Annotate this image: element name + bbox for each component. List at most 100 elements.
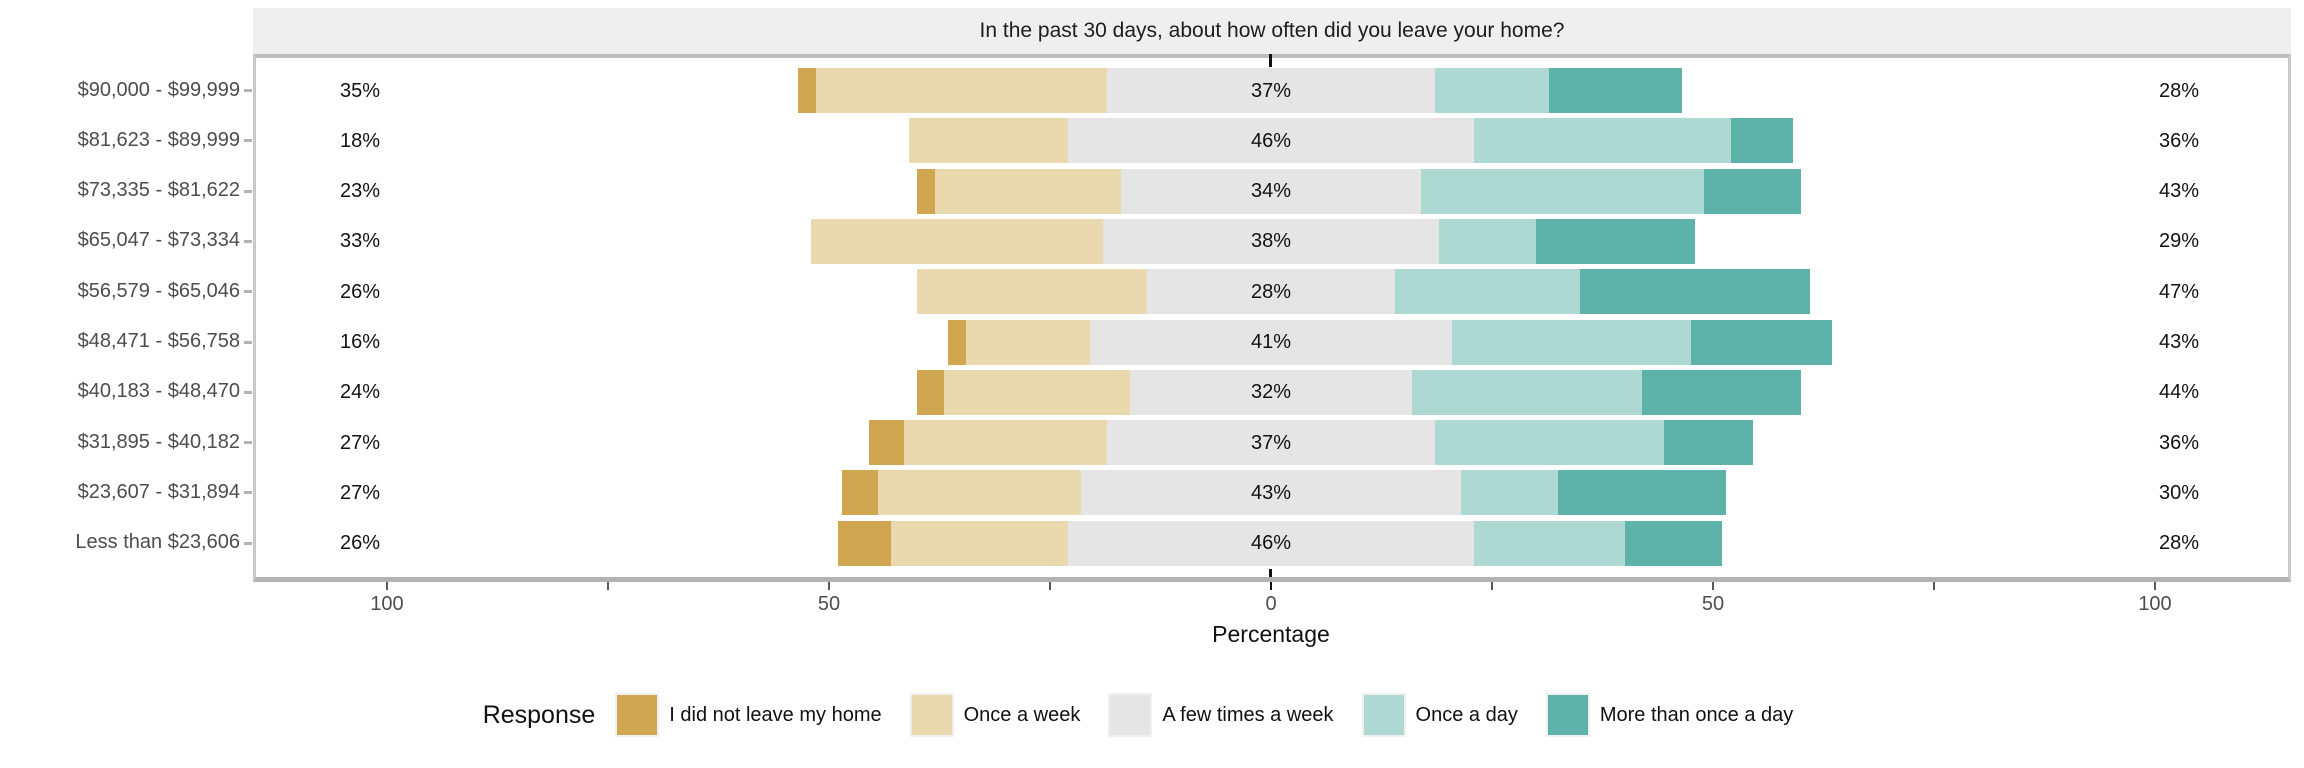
bar-segment-once-a-day — [1452, 319, 1691, 365]
legend: Response I did not leave my home Once a w… — [0, 688, 2304, 742]
bar-segment-once-a-day — [1474, 520, 1625, 566]
center-percent-label: 46% — [1250, 129, 1292, 152]
legend-key-once-a-day — [1361, 693, 1406, 737]
plot-panel: 35% 37% 28% 18% 46% 36% 23% 34% 43% 33% 38% 29% 26% 2… — [253, 54, 2291, 582]
left-percent-label: 23% — [339, 180, 381, 203]
bar-segment-more-than-once-a-day — [1730, 118, 1793, 164]
x-axis-tick-label: 50 — [817, 593, 841, 615]
center-percent-label: 34% — [1250, 180, 1292, 203]
bar-segment-once-a-day — [1421, 168, 1705, 214]
legend-label-i-did-not-leave-my-home: I did not leave my home — [669, 703, 882, 726]
bar-segment-more-than-once-a-day — [1549, 68, 1683, 113]
left-percent-label: 26% — [339, 280, 381, 303]
right-percent-label: 43% — [2158, 180, 2200, 203]
center-percent-label: 46% — [1250, 532, 1292, 555]
left-percent-label: 35% — [339, 79, 381, 102]
y-axis-label: Less than $23,606 — [75, 531, 240, 554]
legend-key-i-did-not-leave-my-home — [615, 693, 660, 737]
zero-axis-tick-bottom — [1269, 569, 1272, 577]
y-axis-tick — [244, 189, 252, 193]
x-axis-tick — [1491, 582, 1493, 590]
bar-segment-once-a-week — [935, 168, 1121, 214]
bar-segment-once-a-day — [1394, 269, 1581, 315]
chart-title: In the past 30 days, about how often did… — [979, 19, 1565, 42]
y-axis-label: $90,000 - $99,999 — [77, 78, 240, 101]
legend-label-once-a-week: Once a week — [963, 703, 1081, 726]
legend-key-more-than-once-a-day — [1545, 693, 1590, 737]
left-percent-label: 18% — [339, 129, 381, 152]
legend-label-more-than-once-a-day: More than once a day — [1599, 703, 1794, 726]
x-axis-tick-label: 0 — [1265, 593, 1277, 615]
bar-segment-once-a-week — [908, 118, 1068, 164]
center-percent-label: 43% — [1250, 481, 1292, 504]
x-axis-tick — [828, 582, 830, 590]
y-axis-label: $48,471 - $56,758 — [77, 330, 240, 352]
bar-segment-once-a-week — [815, 68, 1108, 113]
y-axis-label: $31,895 - $40,182 — [77, 430, 240, 453]
x-axis-tick — [607, 582, 609, 590]
bar-segment-more-than-once-a-day — [1704, 168, 1802, 214]
bar-segment-more-than-once-a-day — [1690, 319, 1833, 365]
x-axis-tick-label: 50 — [1701, 593, 1725, 615]
y-axis-label: $23,607 - $31,894 — [77, 480, 240, 503]
y-axis-label: $65,047 - $73,334 — [77, 229, 240, 252]
bar-segment-more-than-once-a-day — [1580, 269, 1811, 315]
bar-segment-i-did-not-leave-my-home — [842, 470, 878, 516]
right-percent-label: 28% — [2158, 79, 2200, 102]
left-percent-label: 26% — [339, 532, 381, 555]
bar-segment-a-few-times-a-week — [1107, 68, 1435, 113]
bar-segment-i-did-not-leave-my-home — [917, 168, 936, 214]
bar-segment-once-a-week — [904, 420, 1108, 466]
bar-segment-once-a-week — [890, 520, 1068, 566]
left-percent-label: 27% — [339, 481, 381, 504]
left-percent-label: 24% — [339, 381, 381, 404]
bar-segment-i-did-not-leave-my-home — [948, 319, 966, 365]
x-axis-tick — [386, 582, 388, 590]
y-axis-tick — [244, 239, 252, 243]
x-axis-tick-label: 100 — [2138, 593, 2172, 615]
bar-segment-once-a-week — [917, 269, 1148, 315]
left-percent-label: 16% — [339, 331, 381, 353]
right-percent-label: 43% — [2158, 331, 2200, 353]
y-axis-label: $56,579 - $65,046 — [77, 279, 240, 302]
bar-segment-a-few-times-a-week — [1107, 420, 1435, 466]
right-percent-label: 44% — [2158, 381, 2200, 404]
y-axis-tick — [244, 441, 252, 445]
right-percent-label: 30% — [2158, 481, 2200, 504]
bar-segment-once-a-day — [1412, 369, 1643, 415]
x-axis-tick — [1270, 582, 1272, 590]
bar-segment-more-than-once-a-day — [1536, 218, 1696, 264]
center-percent-label: 38% — [1250, 230, 1292, 253]
center-percent-label: 41% — [1250, 331, 1292, 353]
legend-label-a-few-times-a-week: A few times a week — [1162, 703, 1334, 726]
legend-key-once-a-week — [909, 693, 954, 737]
bar-segment-once-a-week — [943, 369, 1130, 415]
x-axis-title: Percentage — [1212, 621, 1330, 647]
bar-segment-a-few-times-a-week — [1103, 218, 1439, 264]
legend-items: I did not leave my home Once a week A few … — [615, 693, 1821, 737]
bar-segment-once-a-week — [877, 470, 1081, 516]
center-percent-label: 32% — [1250, 381, 1292, 404]
bar-segment-i-did-not-leave-my-home — [798, 68, 816, 113]
y-axis-tick — [244, 491, 252, 495]
bar-segment-once-a-day — [1474, 118, 1731, 164]
bar-segment-once-a-day — [1461, 470, 1559, 516]
bar-segment-once-a-week — [811, 218, 1104, 264]
right-percent-label: 36% — [2158, 129, 2200, 152]
y-axis-tick — [244, 290, 252, 294]
bar-segment-i-did-not-leave-my-home — [837, 520, 891, 566]
y-axis-label: $40,183 - $48,470 — [77, 380, 240, 403]
y-axis-label: $81,623 - $89,999 — [77, 128, 240, 151]
y-axis-tick — [244, 340, 252, 344]
y-axis-tick — [244, 89, 252, 92]
y-axis-tick — [244, 541, 252, 545]
right-percent-label: 28% — [2158, 532, 2200, 555]
x-axis-tick — [1933, 582, 1935, 590]
x-axis-tick — [1049, 582, 1051, 590]
bar-segment-a-few-times-a-week — [1067, 520, 1475, 566]
legend-key-a-few-times-a-week — [1108, 693, 1153, 737]
x-axis-tick — [1712, 582, 1714, 590]
bar-segment-more-than-once-a-day — [1664, 420, 1753, 466]
center-percent-label: 37% — [1250, 431, 1292, 454]
